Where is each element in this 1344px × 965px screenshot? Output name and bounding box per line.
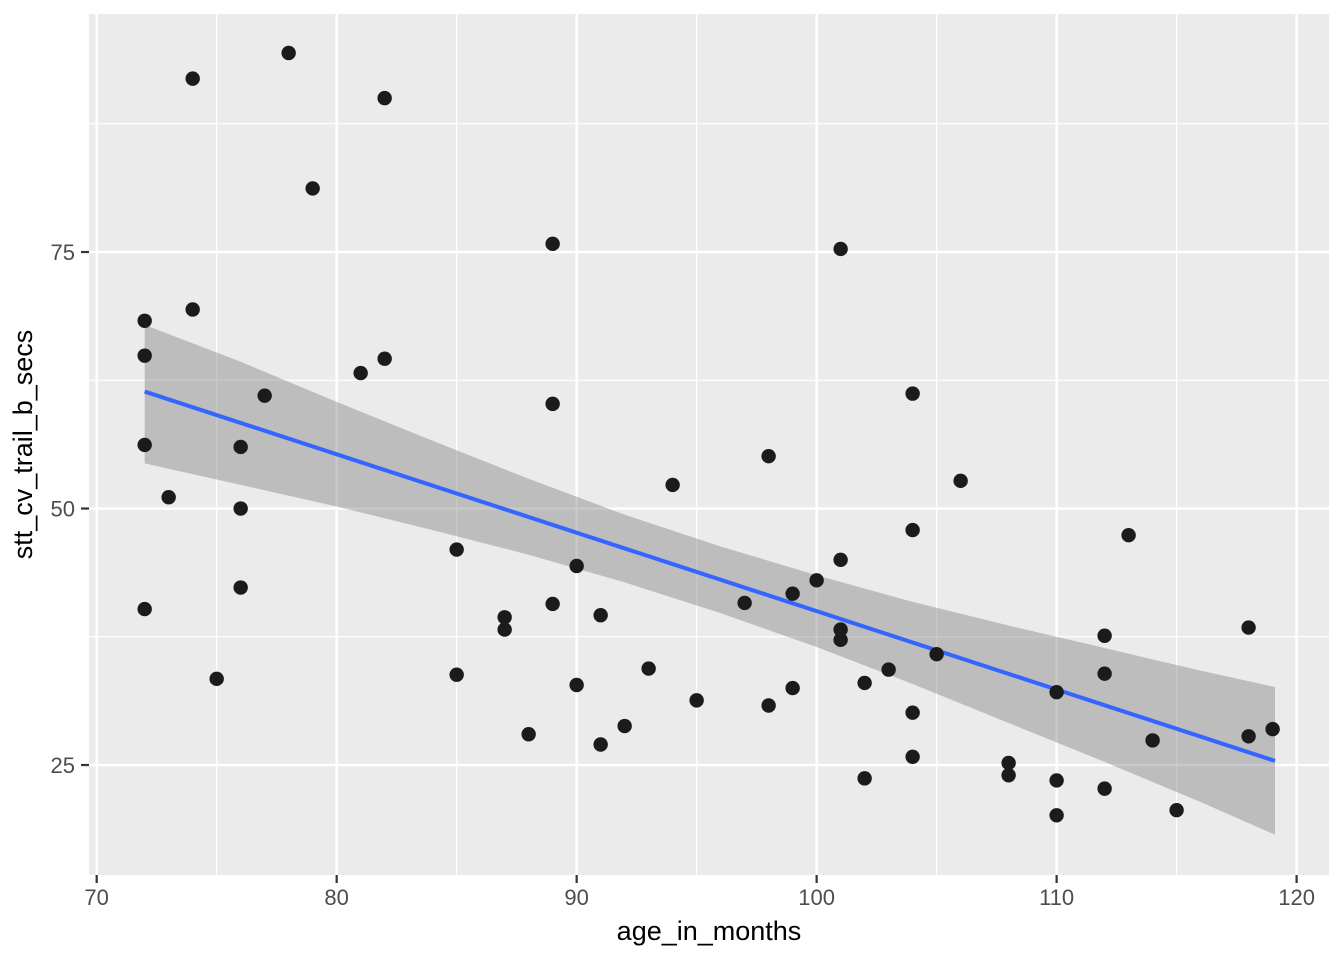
major-gridlines <box>89 14 1329 875</box>
confidence-band <box>144 324 1276 835</box>
data-point <box>1097 628 1112 643</box>
data-point <box>785 586 800 601</box>
plot-panel <box>89 14 1329 875</box>
data-point <box>497 622 512 637</box>
data-point <box>233 580 248 595</box>
data-point <box>1097 666 1112 681</box>
data-point <box>905 386 920 401</box>
data-point <box>617 718 632 734</box>
data-point <box>665 477 680 493</box>
data-point <box>881 662 896 677</box>
data-point <box>905 522 920 538</box>
data-point <box>545 596 560 612</box>
data-point <box>161 490 176 505</box>
data-point <box>929 647 944 662</box>
data-point <box>569 677 584 693</box>
data-point <box>953 473 968 489</box>
data-point <box>1145 733 1160 748</box>
y-axis-title: stt_cv_trail_b_secs <box>8 330 38 560</box>
data-point <box>905 749 920 765</box>
data-point <box>1049 773 1064 788</box>
x-tick-label: 120 <box>1278 885 1315 910</box>
data-point <box>857 771 872 786</box>
x-tick-label: 80 <box>324 885 348 910</box>
data-point <box>1265 721 1280 737</box>
x-tick-label: 110 <box>1039 885 1074 910</box>
data-point <box>353 365 368 381</box>
data-point <box>1241 729 1256 744</box>
x-axis-ticks: 70 80 90 100 110 120 <box>84 875 1315 910</box>
data-points <box>137 45 1280 823</box>
data-point <box>809 573 824 588</box>
data-point <box>737 595 752 611</box>
data-point <box>185 71 200 86</box>
y-tick-label: 75 <box>51 240 75 265</box>
x-tick-label: 70 <box>84 885 108 910</box>
data-point <box>905 705 920 720</box>
data-point <box>545 396 560 412</box>
data-point <box>233 501 248 516</box>
data-point <box>137 437 152 453</box>
regression-line <box>144 389 1276 763</box>
data-point <box>1001 768 1016 783</box>
data-point <box>1001 755 1016 771</box>
minor-gridlines <box>89 14 1329 875</box>
data-point <box>209 671 224 687</box>
data-point <box>761 448 776 464</box>
x-axis-title: age_in_months <box>617 916 802 946</box>
data-point <box>137 348 152 363</box>
data-point <box>257 388 272 403</box>
data-point <box>833 552 848 568</box>
data-point <box>785 680 800 696</box>
data-point <box>1121 527 1136 543</box>
y-axis-ticks: 25 50 75 <box>51 240 89 778</box>
data-point <box>1241 620 1256 635</box>
data-point <box>689 693 704 708</box>
data-point <box>233 439 248 455</box>
data-point <box>185 302 200 317</box>
data-point <box>545 236 560 252</box>
y-tick-label: 25 <box>51 753 75 778</box>
data-point <box>137 313 152 328</box>
data-point <box>593 737 608 752</box>
data-point <box>281 45 296 61</box>
data-point <box>1097 781 1112 796</box>
data-point <box>449 542 464 557</box>
data-point <box>641 661 656 676</box>
data-point <box>305 181 320 196</box>
y-tick-label: 50 <box>51 497 75 522</box>
x-tick-label: 100 <box>798 885 835 910</box>
data-point <box>449 667 464 682</box>
data-point <box>521 727 536 742</box>
data-point <box>137 601 152 617</box>
data-point <box>857 675 872 691</box>
data-point <box>377 351 392 366</box>
x-tick-label: 90 <box>564 885 588 910</box>
data-point <box>569 558 584 574</box>
data-point <box>593 608 608 623</box>
data-point <box>833 622 848 637</box>
data-point <box>833 241 848 257</box>
data-point <box>761 698 776 713</box>
data-point <box>1049 808 1064 823</box>
data-point <box>497 610 512 625</box>
data-point <box>1169 802 1184 818</box>
data-point <box>377 90 392 106</box>
data-point <box>1049 684 1064 700</box>
data-point <box>833 632 848 648</box>
